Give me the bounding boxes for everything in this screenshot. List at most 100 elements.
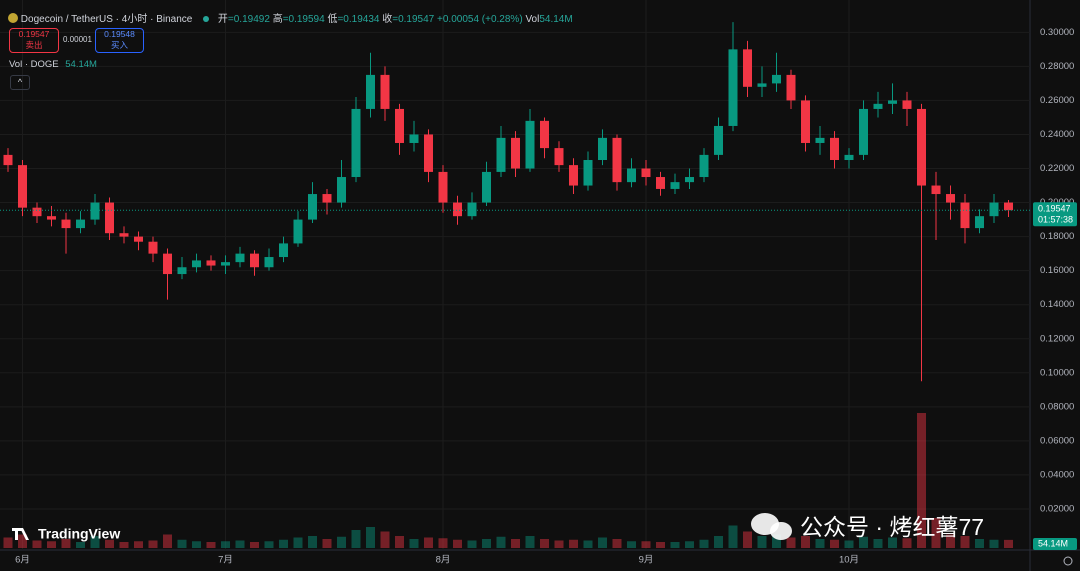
candle-body [409, 134, 419, 143]
y-tick-label: 0.26000 [1040, 95, 1074, 106]
volume-bar [540, 539, 549, 548]
candle-body [235, 253, 245, 263]
candle-body [554, 148, 564, 166]
candle-body [685, 177, 694, 183]
volume-bar [554, 540, 564, 548]
candle-body [511, 137, 520, 169]
candle-body [830, 137, 839, 161]
candle-body [960, 202, 970, 229]
candle-body [366, 74, 375, 109]
candle-body [989, 202, 999, 217]
volume-bar [699, 539, 709, 548]
volume-bar [1004, 539, 1013, 548]
symbol: Dogecoin / TetherUS · 4小时 · Binance [20, 14, 193, 25]
volume-bar [380, 531, 390, 548]
candle-body [815, 137, 825, 143]
volume-bar [134, 541, 143, 548]
volume-bar [960, 536, 970, 548]
candle-body [902, 100, 912, 109]
candle-body [32, 207, 42, 217]
candle-body [76, 219, 85, 229]
candle-body [61, 219, 71, 229]
volume-bar [61, 539, 71, 548]
candle-body [250, 253, 259, 268]
candle-body [47, 216, 56, 220]
buy-price: 0.19548 [104, 29, 135, 39]
volume-bar [366, 527, 375, 548]
y-tick-label: 0.08000 [1040, 401, 1074, 412]
vol-indicator-label: Vol · DOGE [9, 59, 59, 70]
volume-bar [583, 540, 593, 548]
x-tick-label: 8月 [436, 555, 451, 566]
candle-body [670, 182, 680, 189]
candle-body [728, 49, 738, 126]
volume-bar [728, 525, 738, 548]
volume-bar [902, 538, 912, 548]
candle-body [134, 236, 143, 242]
volume-bar [830, 539, 839, 548]
collapse-button[interactable]: ^ [10, 75, 30, 90]
volume-bar [18, 534, 27, 548]
volume-bar [975, 539, 984, 548]
volume-bar [76, 542, 85, 548]
volume-bar [337, 536, 346, 548]
volume-bar [438, 538, 448, 548]
candle-body [801, 100, 810, 143]
candle-body [598, 137, 607, 161]
settings-icon[interactable] [1063, 556, 1073, 566]
volume-bar [409, 539, 419, 548]
y-tick-label: 0.30000 [1040, 27, 1074, 38]
volume-bar [598, 537, 607, 548]
candle-body [873, 103, 883, 109]
volume-bar [221, 541, 230, 548]
candle-body [482, 171, 491, 203]
candle-body [917, 108, 926, 186]
volume-bar [917, 413, 926, 548]
ohlc-label: 低 [327, 14, 338, 25]
candle-body [743, 49, 752, 87]
volume-bar [844, 540, 854, 548]
volume-bar [177, 539, 187, 548]
candle-body [453, 202, 462, 217]
volume-bar [888, 537, 897, 548]
y-tick-label: 0.24000 [1040, 129, 1074, 140]
y-tick-label: 0.28000 [1040, 61, 1074, 72]
volume-bar [989, 539, 999, 548]
volume-bar [525, 536, 535, 548]
candle-body [163, 253, 172, 275]
candle-body [467, 202, 477, 217]
candle-body [496, 137, 506, 172]
volume-bar [424, 537, 433, 548]
volume-bar [859, 536, 868, 548]
candle-body [714, 125, 723, 155]
volume-bar [511, 539, 520, 548]
volume-bar [279, 539, 288, 548]
vol-indicator-value: 54.14M [65, 59, 97, 70]
volume-bar [264, 541, 274, 548]
volume-bar [569, 539, 578, 548]
candle-body [699, 154, 709, 178]
volume-bar [612, 539, 622, 548]
candle-body [293, 219, 303, 244]
ohlc-value: =0.19492 [227, 14, 270, 25]
volume-bar [757, 536, 767, 548]
price-tag [1033, 202, 1077, 227]
candle-body [438, 171, 448, 203]
volume-tag-value: 54.14M [1038, 538, 1068, 548]
sell-button[interactable]: 0.19547 卖出 [9, 28, 59, 53]
x-tick-label: 10月 [839, 555, 859, 566]
volume-bar [351, 530, 361, 548]
candle-body [931, 185, 941, 195]
candle-body [264, 257, 274, 268]
volume-bar [714, 536, 723, 548]
candle-body [192, 260, 201, 268]
candle-body [1004, 202, 1013, 211]
buy-label: 买入 [110, 40, 128, 50]
buy-button[interactable]: 0.19548 买入 [95, 28, 144, 53]
ohlc-value: =0.19434 [337, 14, 380, 25]
candle-body [612, 137, 622, 183]
volume-bar [743, 531, 752, 548]
spread: 0.00001 [63, 35, 92, 44]
ohlc-value: =0.19547 [392, 14, 435, 25]
